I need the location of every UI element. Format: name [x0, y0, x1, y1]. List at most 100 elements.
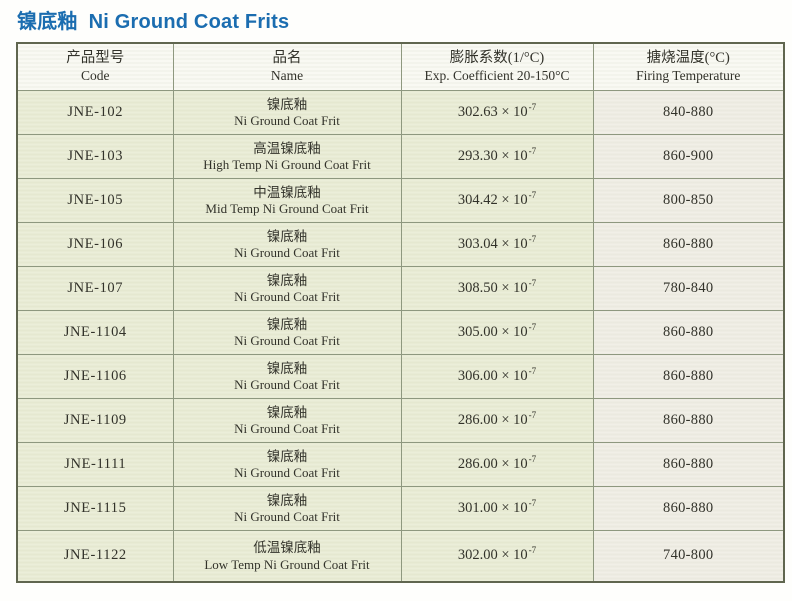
coefficient-value: 304.42 × 10 — [457, 192, 528, 208]
table-row: JNE-1106 镍底釉 Ni Ground Coat Frit 306.00 … — [16, 354, 785, 399]
header-code-zh: 产品型号 — [66, 49, 125, 66]
firing-temperature-range: 800-850 — [663, 192, 714, 208]
table-row: JNE-1104 镍底釉 Ni Ground Coat Frit 305.00 … — [16, 310, 785, 355]
product-code: JNE-1104 — [63, 324, 127, 340]
coefficient-exponent: -7 — [528, 498, 537, 509]
cell-code: JNE-1122 — [16, 530, 174, 582]
firing-temperature-range: 860-900 — [663, 148, 714, 164]
coefficient-exponent: -7 — [528, 278, 537, 289]
coefficient-exponent: -7 — [528, 454, 537, 465]
product-name-en: Ni Ground Coat Frit — [234, 509, 340, 525]
header-name-en: Name — [270, 68, 304, 84]
column-header-name: 品名 Name — [172, 42, 402, 91]
firing-temperature-range: 860-880 — [663, 324, 714, 340]
cell-expansion-coefficient: 301.00 × 10-7 — [400, 486, 594, 531]
cell-expansion-coefficient: 308.50 × 10-7 — [400, 266, 594, 311]
product-code: JNE-1109 — [63, 412, 127, 428]
cell-firing-temperature: 840-880 — [592, 90, 785, 135]
product-code: JNE-103 — [67, 148, 124, 164]
page-title-english: Ni Ground Coat Frits — [88, 11, 290, 33]
cell-expansion-coefficient: 286.00 × 10-7 — [400, 398, 594, 443]
table-row: JNE-1115 镍底釉 Ni Ground Coat Frit 301.00 … — [16, 486, 785, 531]
cell-expansion-coefficient: 306.00 × 10-7 — [400, 354, 594, 399]
cell-name: 镍底釉 Ni Ground Coat Frit — [172, 310, 402, 355]
cell-firing-temperature: 860-880 — [592, 398, 785, 443]
cell-name: 镍底釉 Ni Ground Coat Frit — [172, 486, 402, 531]
product-code: JNE-1122 — [63, 547, 127, 564]
cell-name: 镍底釉 Ni Ground Coat Frit — [172, 398, 402, 443]
firing-temperature-range: 860-880 — [663, 456, 714, 472]
product-name-en: Ni Ground Coat Frit — [234, 333, 340, 349]
table-row: JNE-1122 低温镍底釉 Low Temp Ni Ground Coat F… — [16, 530, 785, 582]
cell-name: 镍底釉 Ni Ground Coat Frit — [172, 266, 402, 311]
product-code: JNE-106 — [67, 236, 124, 252]
table-body: JNE-102 镍底釉 Ni Ground Coat Frit 302.63 ×… — [16, 90, 785, 582]
firing-temperature-range: 860-880 — [663, 500, 714, 516]
cell-expansion-coefficient: 305.00 × 10-7 — [400, 310, 594, 355]
column-header-firing-temperature: 搪烧温度(°C) Firing Temperature — [592, 42, 785, 91]
coefficient-exponent: -7 — [528, 102, 537, 113]
ni-ground-coat-frits-table: 产品型号 Code 品名 Name 膨胀系数(1/°C) Exp. Coeffi… — [16, 42, 785, 583]
firing-temperature-range: 860-880 — [663, 368, 714, 384]
cell-name: 镍底釉 Ni Ground Coat Frit — [172, 222, 402, 267]
product-name-en: Low Temp Ni Ground Coat Frit — [204, 556, 370, 572]
product-name-en: Ni Ground Coat Frit — [234, 289, 340, 305]
product-name-zh: 高温镍底釉 — [253, 140, 321, 156]
coefficient-exponent: -7 — [528, 545, 537, 556]
cell-code: JNE-1104 — [16, 310, 174, 355]
product-code: JNE-1115 — [63, 500, 127, 516]
cell-firing-temperature: 860-880 — [592, 222, 785, 267]
product-name-zh: 镍底釉 — [266, 96, 308, 112]
coefficient-value: 302.63 × 10 — [457, 104, 528, 120]
cell-name: 高温镍底釉 High Temp Ni Ground Coat Frit — [172, 134, 402, 179]
table-row: JNE-102 镍底釉 Ni Ground Coat Frit 302.63 ×… — [16, 90, 785, 135]
coefficient-exponent: -7 — [528, 410, 537, 421]
table-row: JNE-1111 镍底釉 Ni Ground Coat Frit 286.00 … — [16, 442, 785, 487]
column-header-expansion-coefficient: 膨胀系数(1/°C) Exp. Coefficient 20-150°C — [400, 42, 594, 91]
column-header-code: 产品型号 Code — [16, 42, 174, 91]
header-firing-zh: 搪烧温度(°C) — [646, 49, 730, 66]
cell-expansion-coefficient: 302.63 × 10-7 — [400, 90, 594, 135]
coefficient-value: 286.00 × 10 — [457, 412, 528, 428]
firing-temperature-range: 860-880 — [663, 236, 714, 252]
cell-firing-temperature: 860-880 — [592, 354, 785, 399]
header-row: 产品型号 Code 品名 Name 膨胀系数(1/°C) Exp. Coeffi… — [16, 42, 785, 91]
cell-code: JNE-106 — [16, 222, 174, 267]
cell-name: 镍底釉 Ni Ground Coat Frit — [172, 442, 402, 487]
product-name-zh: 镍底釉 — [266, 272, 308, 288]
cell-name: 镍底釉 Ni Ground Coat Frit — [172, 90, 402, 135]
product-code: JNE-1111 — [64, 456, 127, 472]
coefficient-exponent: -7 — [528, 146, 537, 157]
product-name-en: High Temp Ni Ground Coat Frit — [203, 157, 371, 173]
coefficient-exponent: -7 — [528, 190, 537, 201]
cell-expansion-coefficient: 293.30 × 10-7 — [400, 134, 594, 179]
coefficient-exponent: -7 — [528, 234, 537, 245]
coefficient-value: 308.50 × 10 — [457, 280, 528, 296]
page-title: 镍底釉 Ni Ground Coat Frits — [17, 5, 289, 34]
page-title-chinese: 镍底釉 — [17, 11, 78, 33]
coefficient-value: 305.00 × 10 — [457, 324, 528, 340]
header-coefficient-en: Exp. Coefficient 20-150°C — [424, 68, 570, 84]
coefficient-value: 286.00 × 10 — [457, 456, 528, 472]
cell-expansion-coefficient: 286.00 × 10-7 — [400, 442, 594, 487]
cell-expansion-coefficient: 304.42 × 10-7 — [400, 178, 594, 223]
cell-firing-temperature: 780-840 — [592, 266, 785, 311]
firing-temperature-range: 840-880 — [663, 104, 714, 120]
firing-temperature-range: 780-840 — [663, 280, 714, 296]
product-code: JNE-102 — [67, 104, 124, 120]
cell-name: 低温镍底釉 Low Temp Ni Ground Coat Frit — [172, 530, 402, 582]
table-row: JNE-107 镍底釉 Ni Ground Coat Frit 308.50 ×… — [16, 266, 785, 311]
product-name-en: Ni Ground Coat Frit — [234, 465, 340, 481]
cell-expansion-coefficient: 302.00 × 10-7 — [400, 530, 594, 582]
coefficient-value: 302.00 × 10 — [457, 547, 528, 564]
cell-code: JNE-1109 — [16, 398, 174, 443]
product-name-zh: 镍底釉 — [266, 316, 308, 332]
cell-firing-temperature: 740-800 — [592, 530, 785, 582]
firing-temperature-range: 740-800 — [663, 547, 714, 564]
product-name-en: Ni Ground Coat Frit — [234, 245, 340, 261]
header-code-en: Code — [81, 68, 110, 84]
product-name-zh: 镍底釉 — [266, 228, 308, 244]
cell-name: 镍底釉 Ni Ground Coat Frit — [172, 354, 402, 399]
table-row: JNE-106 镍底釉 Ni Ground Coat Frit 303.04 ×… — [16, 222, 785, 267]
